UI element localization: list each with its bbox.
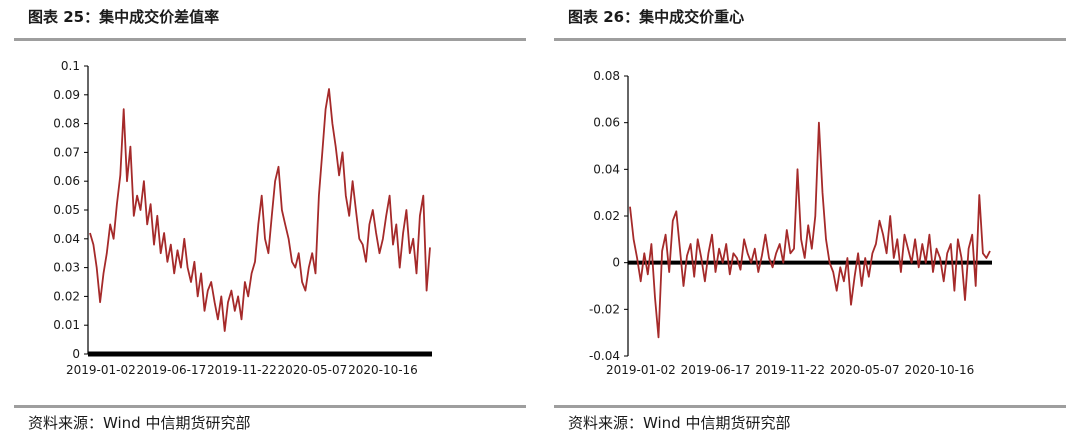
y-tick-label: 0.07 [53, 145, 80, 159]
y-tick-label: 0.04 [53, 232, 80, 246]
y-tick-label: 0.08 [53, 117, 80, 131]
y-tick-label: 0 [72, 347, 80, 361]
title-rule [14, 38, 526, 41]
x-tick-label: 2020-10-16 [348, 363, 418, 377]
y-tick-label: 0.06 [53, 174, 80, 188]
x-tick-label: 2020-05-07 [278, 363, 348, 377]
y-tick-label: -0.02 [589, 302, 620, 316]
x-tick-label: 2019-06-17 [137, 363, 207, 377]
chart-title: 图表 26：集中成交价重心 [568, 8, 745, 26]
x-tick-label: 2020-05-07 [830, 363, 900, 377]
panel-spread-rate: 图表 25：集中成交价差值率 0 0.01 0.02 0.03 0.04 0.05 0.06… [14, 8, 526, 432]
y-tick-label: 0.01 [53, 318, 80, 332]
y-tick-label: 0.02 [53, 289, 80, 303]
title-rule [554, 38, 1066, 41]
y-tick-label: 0.08 [593, 69, 620, 83]
source-rule [14, 405, 526, 408]
y-tick-label: 0.1 [61, 59, 80, 73]
source-rule [554, 405, 1066, 408]
x-tick-label: 2019-01-02 [606, 363, 676, 377]
x-tick-label: 2019-11-22 [207, 363, 277, 377]
x-tick-label: 2019-06-17 [681, 363, 751, 377]
y-tick-label: 0.05 [53, 203, 80, 217]
y-tick-label: 0.04 [593, 162, 620, 176]
y-tick-label: -0.04 [589, 349, 620, 363]
x-tick-label: 2019-01-02 [66, 363, 136, 377]
panel-price-center: 图表 26：集中成交价重心 -0.04 -0.02 0 0.02 0.04 0.06 0.0… [540, 0, 1080, 443]
y-tick-label: 0.02 [593, 209, 620, 223]
y-tick-label: 0.06 [593, 116, 620, 130]
chart-title: 图表 25：集中成交价差值率 [28, 8, 220, 26]
y-tick-label: 0.09 [53, 88, 80, 102]
spread-rate-line-chart: 0 0.01 0.02 0.03 0.04 0.05 0.06 0.07 0.08 0.09 0.1… [53, 59, 432, 377]
series-line [629, 121, 991, 339]
source-note: 资料来源：Wind 中信期货研究部 [568, 414, 791, 432]
price-center-line-chart: -0.04 -0.02 0 0.02 0.04 0.06 0.08 2019-01-02 201… [589, 69, 992, 377]
series-line [89, 88, 431, 332]
x-tick-label: 2020-10-16 [904, 363, 974, 377]
y-tick-label: 0 [612, 256, 620, 270]
source-note: 资料来源：Wind 中信期货研究部 [28, 414, 251, 432]
x-tick-label: 2019-11-22 [755, 363, 825, 377]
y-tick-label: 0.03 [53, 261, 80, 275]
